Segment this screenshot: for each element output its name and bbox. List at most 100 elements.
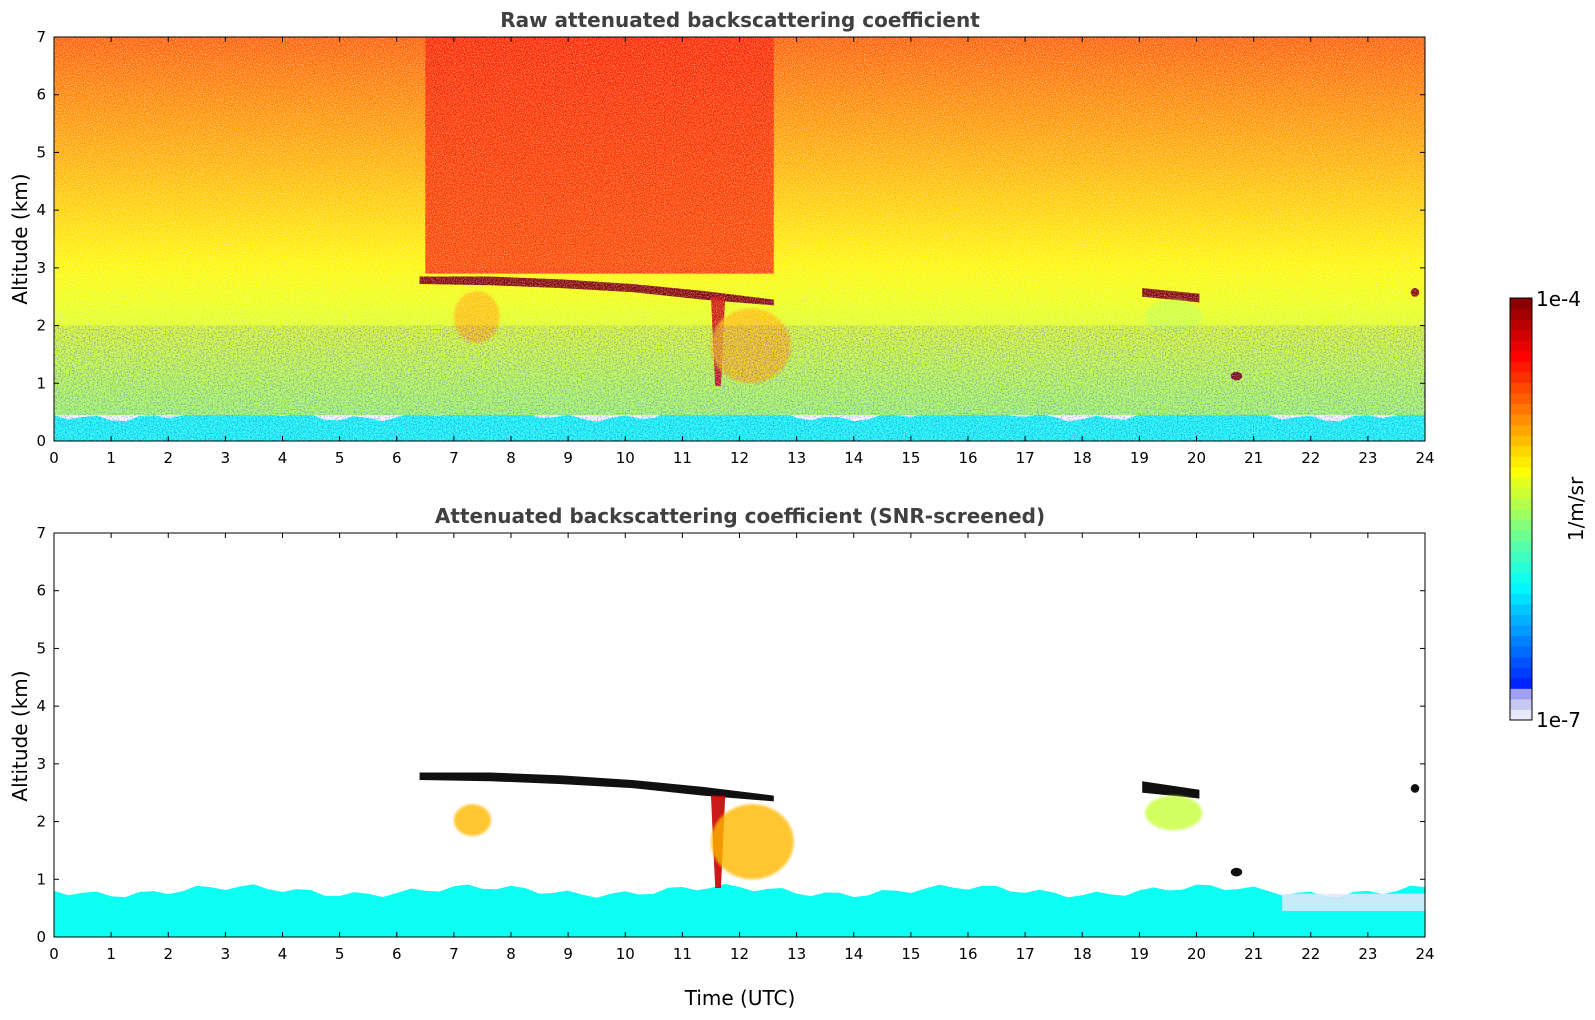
x-tick-label: 16 (958, 945, 977, 963)
colorbar-step (1510, 498, 1532, 510)
cloud-spot (1410, 784, 1420, 793)
x-tick-label: 0 (49, 449, 59, 467)
colorbar-step (1510, 635, 1532, 647)
x-tick-label: 17 (1016, 945, 1035, 963)
colorbar-step (1510, 646, 1532, 658)
colorbar-step (1510, 371, 1532, 383)
colorbar-step (1510, 382, 1532, 394)
x-tick-label: 24 (1415, 449, 1434, 467)
colorbar-step (1510, 688, 1532, 700)
x-tick-label: 7 (449, 449, 459, 467)
colorbar-step (1510, 466, 1532, 478)
y-axis-label-screened: Altitude (km) (8, 670, 32, 801)
y-tick-label: 0 (36, 432, 46, 450)
colorbar-step (1510, 551, 1532, 563)
x-tick-label: 24 (1415, 945, 1434, 963)
y-tick-label: 5 (36, 639, 46, 657)
y-tick-label: 4 (36, 201, 46, 219)
colorbar-step (1510, 477, 1532, 489)
colorbar-step (1510, 445, 1532, 457)
colorbar-step (1510, 540, 1532, 552)
x-tick-label: 3 (221, 945, 231, 963)
colorbar-step (1510, 572, 1532, 584)
colorbar-step (1510, 329, 1532, 341)
colorbar-step (1510, 435, 1532, 447)
cloud-layer (419, 772, 774, 802)
blue-speckle-overlay (54, 325, 1425, 441)
colorbar-step (1510, 677, 1532, 689)
red-speckle-overlay (425, 37, 774, 268)
colorbar-step (1510, 361, 1532, 373)
y-tick-label: 1 (36, 374, 46, 392)
colorbar-step (1510, 625, 1532, 637)
x-tick-label: 20 (1187, 945, 1206, 963)
colorbar-step (1510, 530, 1532, 542)
x-tick-label: 12 (730, 449, 749, 467)
y-axis-raw: 0 1 2 3 4 5 6 7 (36, 28, 1425, 450)
x-tick-label: 6 (392, 945, 402, 963)
cloud-spot (1230, 867, 1243, 877)
heatmap-screened (54, 533, 1425, 937)
x-tick-label: 11 (673, 449, 692, 467)
y-tick-label: 6 (36, 86, 46, 104)
y-axis-screened: 0 1 2 3 4 5 6 7 (36, 524, 1425, 946)
x-tick-label: 20 (1187, 449, 1206, 467)
colorbar-step (1510, 667, 1532, 679)
colorbar-step (1510, 709, 1532, 721)
colorbar-step (1510, 414, 1532, 426)
x-tick-label: 13 (787, 449, 806, 467)
y-tick-label: 7 (36, 28, 46, 46)
aerosol-patch (1145, 795, 1203, 831)
x-axis-label: Time (UTC) (684, 986, 796, 1010)
x-tick-label: 10 (616, 945, 635, 963)
y-tick-label: 6 (36, 582, 46, 600)
y-tick-label: 5 (36, 143, 46, 161)
colorbar-step (1510, 603, 1532, 615)
x-tick-label: 21 (1244, 449, 1263, 467)
y-tick-label: 7 (36, 524, 46, 542)
x-tick-label: 4 (278, 945, 288, 963)
x-tick-label: 8 (506, 449, 516, 467)
x-tick-label: 21 (1244, 945, 1263, 963)
heatmap-raw (54, 37, 1425, 441)
colorbar-step (1510, 340, 1532, 352)
x-tick-label: 11 (673, 945, 692, 963)
colorbar-step (1510, 614, 1532, 626)
x-tick-label: 10 (616, 449, 635, 467)
x-tick-label: 7 (449, 945, 459, 963)
x-tick-label: 19 (1130, 945, 1149, 963)
x-tick-label: 6 (392, 449, 402, 467)
colorbar-min-label: 1e-7 (1536, 708, 1581, 732)
x-tick-label: 2 (163, 449, 173, 467)
colorbar-step (1510, 582, 1532, 594)
chart-title-screened: Attenuated backscattering coefficient (S… (435, 504, 1045, 528)
colorbar-step (1510, 319, 1532, 331)
y-tick-label: 3 (36, 755, 46, 773)
panel-screened: Attenuated backscattering coefficient (S… (8, 504, 1435, 1010)
x-tick-label: 0 (49, 945, 59, 963)
colorbar-step (1510, 593, 1532, 605)
x-tick-label: 15 (901, 449, 920, 467)
y-tick-label: 0 (36, 928, 46, 946)
colorbar-step (1510, 350, 1532, 362)
y-tick-label: 3 (36, 259, 46, 277)
x-tick-label: 3 (221, 449, 231, 467)
y-tick-label: 4 (36, 697, 46, 715)
panel-raw: Raw attenuated backscattering coefficien… (8, 8, 1435, 467)
chart-title-raw: Raw attenuated backscattering coefficien… (500, 8, 980, 32)
colorbar-step (1510, 403, 1532, 415)
colorbar-max-label: 1e-4 (1536, 287, 1581, 311)
x-tick-label: 18 (1073, 945, 1092, 963)
x-tick-label: 1 (106, 945, 116, 963)
x-axis-raw: 0 1 2 3 4 5 6 7 8 9 10 11 12 13 14 15 16 17 18 19 20 21 22 23 24 (49, 37, 1435, 467)
x-tick-label: 15 (901, 945, 920, 963)
y-tick-label: 1 (36, 870, 46, 888)
boundary-layer (54, 883, 1425, 937)
colorbar-step (1510, 456, 1532, 468)
x-tick-label: 4 (278, 449, 288, 467)
y-tick-label: 2 (36, 317, 46, 335)
x-tick-label: 1 (106, 449, 116, 467)
x-tick-label: 13 (787, 945, 806, 963)
x-tick-label: 9 (563, 449, 573, 467)
